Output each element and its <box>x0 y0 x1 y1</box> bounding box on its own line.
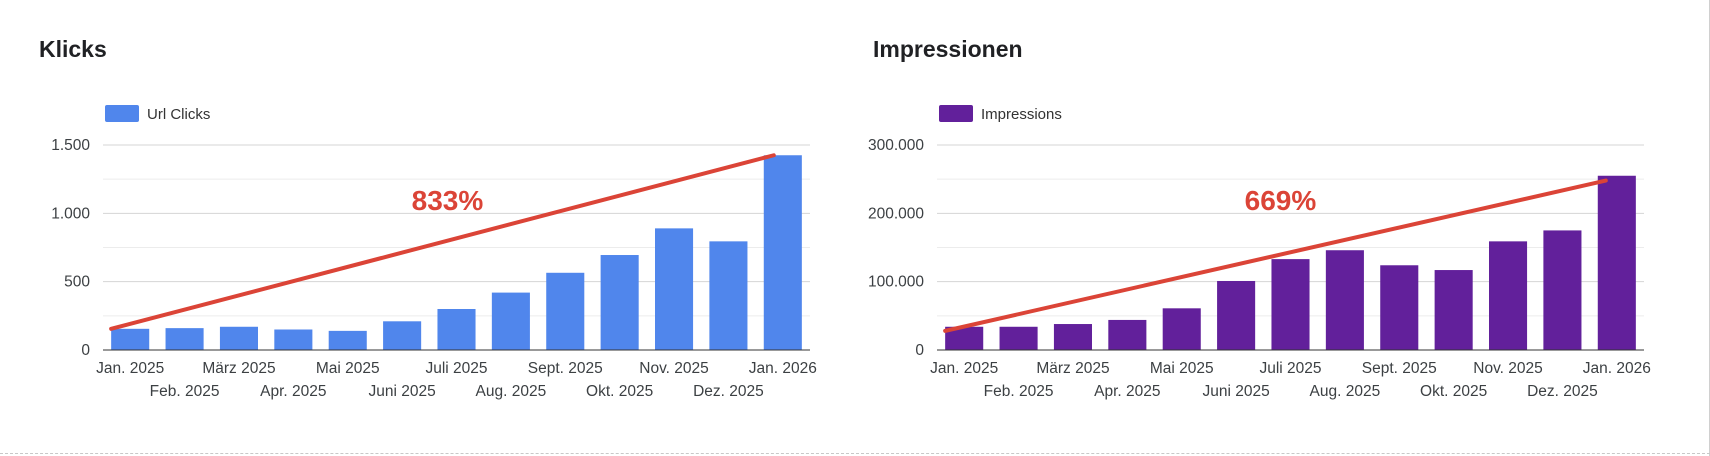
divider <box>0 453 1710 454</box>
bar <box>1217 280 1256 350</box>
y-tick-label: 200.000 <box>868 205 924 222</box>
clicks-chart-panel: Klicks 0 500 1.000 1.500 Jan. 2025 Feb. 2025 M… <box>0 0 820 456</box>
x-tick-label: Nov. 2025 <box>639 360 709 377</box>
bar <box>328 330 367 350</box>
impressions-chart-panel: Impressionen 0 100.000 200.000 300.000 Jan. … <box>834 0 1654 456</box>
bar <box>655 228 694 350</box>
bar <box>111 328 150 350</box>
x-tick-label: Jan. 2026 <box>1583 360 1651 377</box>
x-tick-label: Okt. 2025 <box>1420 383 1487 400</box>
x-tick-label: Jan. 2026 <box>749 360 817 377</box>
bar <box>1597 175 1636 350</box>
y-tick-label: 1.500 <box>51 137 90 154</box>
clicks-chart: 0 500 1.000 1.500 Jan. 2025 Feb. 2025 März 202… <box>51 105 817 400</box>
y-tick-label: 500 <box>64 274 90 291</box>
growth-percentage-label: 669% <box>1245 185 1317 216</box>
x-tick-label: Dez. 2025 <box>1527 383 1598 400</box>
x-tick-label: Feb. 2025 <box>984 383 1054 400</box>
bar <box>274 329 313 350</box>
x-tick-label: Jan. 2025 <box>930 360 998 377</box>
trend-line <box>109 153 776 331</box>
legend-label: Url Clicks <box>147 106 210 123</box>
x-tick-label: Sept. 2025 <box>528 360 603 377</box>
bar <box>219 326 258 350</box>
x-tick-label: Juni 2025 <box>368 383 435 400</box>
bar <box>600 255 639 350</box>
bar <box>1325 250 1364 350</box>
impressions-chart: 0 100.000 200.000 300.000 Jan. 2025 Feb. 2025… <box>868 105 1651 400</box>
y-tick-label: 100.000 <box>868 274 924 291</box>
bar <box>1543 230 1582 350</box>
bar <box>1108 319 1147 350</box>
x-tick-label: Sept. 2025 <box>1362 360 1437 377</box>
bar <box>437 309 476 350</box>
y-tick-label: 300.000 <box>868 137 924 154</box>
bar <box>945 326 984 350</box>
x-tick-label: Dez. 2025 <box>693 383 764 400</box>
y-tick-label: 1.000 <box>51 205 90 222</box>
bar <box>999 326 1038 350</box>
x-tick-label: Juli 2025 <box>1259 360 1321 377</box>
bar <box>1162 308 1201 350</box>
x-tick-label: Apr. 2025 <box>1094 383 1160 400</box>
trend-line <box>943 178 1608 333</box>
x-tick-label: Aug. 2025 <box>476 383 547 400</box>
y-tick-label: 0 <box>915 342 924 359</box>
x-tick-label: Juni 2025 <box>1202 383 1269 400</box>
x-tick-label: Jan. 2025 <box>96 360 164 377</box>
bar <box>1271 259 1310 350</box>
x-tick-label: Mai 2025 <box>1150 360 1214 377</box>
x-tick-label: März 2025 <box>202 360 275 377</box>
x-tick-label: Juli 2025 <box>425 360 487 377</box>
x-tick-label: März 2025 <box>1036 360 1109 377</box>
bar <box>546 272 585 350</box>
chart-title: Impressionen <box>873 36 1023 62</box>
growth-percentage-label: 833% <box>412 185 484 216</box>
bar <box>1380 265 1419 350</box>
legend-swatch <box>939 105 973 122</box>
bar <box>383 321 422 350</box>
bar <box>491 292 530 350</box>
x-tick-label: Nov. 2025 <box>1473 360 1543 377</box>
x-tick-label: Aug. 2025 <box>1310 383 1381 400</box>
chart-title: Klicks <box>39 36 107 62</box>
bar <box>1489 241 1528 350</box>
bar <box>709 241 748 350</box>
legend-label: Impressions <box>981 106 1062 123</box>
x-tick-label: Apr. 2025 <box>260 383 326 400</box>
x-tick-label: Okt. 2025 <box>586 383 653 400</box>
bar <box>1053 324 1092 350</box>
bar <box>763 155 802 350</box>
legend-swatch <box>105 105 139 122</box>
y-tick-label: 0 <box>81 342 90 359</box>
bar <box>165 328 204 350</box>
x-tick-label: Mai 2025 <box>316 360 380 377</box>
x-tick-label: Feb. 2025 <box>150 383 220 400</box>
bar <box>1434 270 1473 350</box>
